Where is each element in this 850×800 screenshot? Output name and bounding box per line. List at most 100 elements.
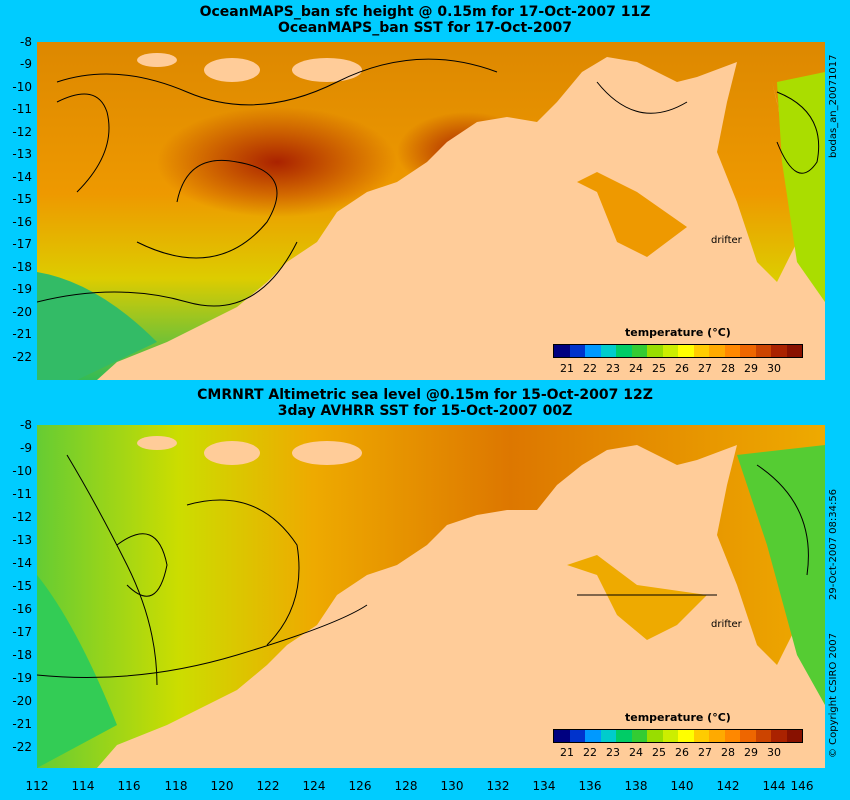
map-panel-top: [37, 42, 825, 380]
y-tick: -20: [12, 305, 32, 319]
colorbar-swatch: [616, 730, 632, 742]
colorbar-swatch: [740, 730, 756, 742]
y-tick: -15: [12, 192, 32, 206]
x-tick: 136: [578, 779, 602, 793]
legend-tick: 29: [744, 746, 758, 759]
y-tick: -22: [12, 740, 32, 754]
y-tick: -9: [20, 441, 32, 455]
x-tick: 120: [210, 779, 234, 793]
colorbar-swatch: [786, 345, 802, 357]
legend-tick: 25: [652, 746, 666, 759]
y-tick: -13: [12, 147, 32, 161]
colorbar-swatch: [786, 730, 802, 742]
y-tick: -11: [12, 487, 32, 501]
colorbar-bottom: [553, 729, 803, 743]
legend-tick: 22: [583, 746, 597, 759]
legend-tick: 26: [675, 362, 689, 375]
side-label-bottom: 29-Oct-2007 08:34:56: [828, 488, 839, 600]
colorbar-swatch: [724, 730, 740, 742]
x-tick: 130: [440, 779, 464, 793]
y-tick: -21: [12, 717, 32, 731]
legend-tick: 28: [721, 362, 735, 375]
colorbar-swatch: [554, 730, 570, 742]
x-tick: 142: [716, 779, 740, 793]
colorbar-swatch: [771, 730, 787, 742]
x-tick: 114: [71, 779, 95, 793]
y-tick: -12: [12, 125, 32, 139]
legend-tick: 21: [560, 362, 574, 375]
x-tick: 138: [624, 779, 648, 793]
x-tick: 118: [164, 779, 188, 793]
colorbar-swatch: [693, 730, 709, 742]
legend-tick: 24: [629, 746, 643, 759]
y-tick: -20: [12, 694, 32, 708]
y-tick: -11: [12, 102, 32, 116]
y-tick: -18: [12, 260, 32, 274]
panel1-title-line1: OceanMAPS_ban sfc height @ 0.15m for 17-…: [199, 4, 651, 20]
legend-tick: 21: [560, 746, 574, 759]
x-tick: 116: [117, 779, 141, 793]
x-tick: 124: [302, 779, 326, 793]
x-tick: 122: [256, 779, 280, 793]
legend-tick: 28: [721, 746, 735, 759]
colorbar-swatch: [709, 730, 725, 742]
x-tick: 146: [790, 779, 814, 793]
colorbar-swatch: [662, 730, 678, 742]
colorbar-swatch: [585, 345, 601, 357]
colorbar-swatch: [616, 345, 632, 357]
y-tick: -22: [12, 350, 32, 364]
colorbar-swatch: [740, 345, 756, 357]
y-tick: -18: [12, 648, 32, 662]
colorbar-swatch: [678, 730, 694, 742]
legend-tick: 26: [675, 746, 689, 759]
x-tick: 112: [25, 779, 49, 793]
y-tick: -14: [12, 556, 32, 570]
colorbar-swatch: [647, 730, 663, 742]
legend-tick: 27: [698, 746, 712, 759]
x-tick: 128: [394, 779, 418, 793]
legend-tick: 22: [583, 362, 597, 375]
colorbar-swatch: [693, 345, 709, 357]
y-tick: -12: [12, 510, 32, 524]
legend-tick: 30: [767, 746, 781, 759]
colorbar-swatch: [569, 730, 585, 742]
y-tick: -17: [12, 625, 32, 639]
panel1-title-line2: OceanMAPS_ban SST for 17-Oct-2007: [278, 20, 572, 36]
y-tick: -17: [12, 237, 32, 251]
drifter-label-top: drifter: [711, 235, 742, 246]
colorbar-swatch: [662, 345, 678, 357]
panel2-title-line2: 3day AVHRR SST for 15-Oct-2007 00Z: [277, 403, 573, 419]
colorbar-swatch: [647, 345, 663, 357]
x-tick: 126: [348, 779, 372, 793]
y-tick: -15: [12, 579, 32, 593]
y-tick: -13: [12, 533, 32, 547]
legend-tick: 29: [744, 362, 758, 375]
y-tick: -19: [12, 671, 32, 685]
legend-title-top: temperature (°C): [625, 326, 731, 339]
map-panel-bottom: [37, 425, 825, 768]
colorbar-swatch: [600, 730, 616, 742]
legend-tick: 25: [652, 362, 666, 375]
y-tick: -21: [12, 327, 32, 341]
y-tick: -9: [20, 57, 32, 71]
y-tick: -16: [12, 215, 32, 229]
colorbar-swatch: [554, 345, 570, 357]
colorbar-swatch: [569, 345, 585, 357]
x-tick: 134: [532, 779, 556, 793]
legend-title-bottom: temperature (°C): [625, 711, 731, 724]
colorbar-top: [553, 344, 803, 358]
x-tick: 132: [486, 779, 510, 793]
colorbar-swatch: [631, 345, 647, 357]
colorbar-swatch: [755, 730, 771, 742]
side-label-top: bodas_an_20071017: [828, 54, 839, 158]
panel2-title-line1: CMRNRT Altimetric sea level @0.15m for 1…: [197, 387, 653, 403]
colorbar-swatch: [631, 730, 647, 742]
copyright-label: © Copyright CSIRO 2007: [828, 633, 839, 758]
colorbar-swatch: [678, 345, 694, 357]
y-tick: -10: [12, 464, 32, 478]
y-tick: -10: [12, 80, 32, 94]
legend-tick: 23: [606, 746, 620, 759]
y-tick: -14: [12, 170, 32, 184]
colorbar-swatch: [600, 345, 616, 357]
y-tick: -8: [20, 35, 32, 49]
